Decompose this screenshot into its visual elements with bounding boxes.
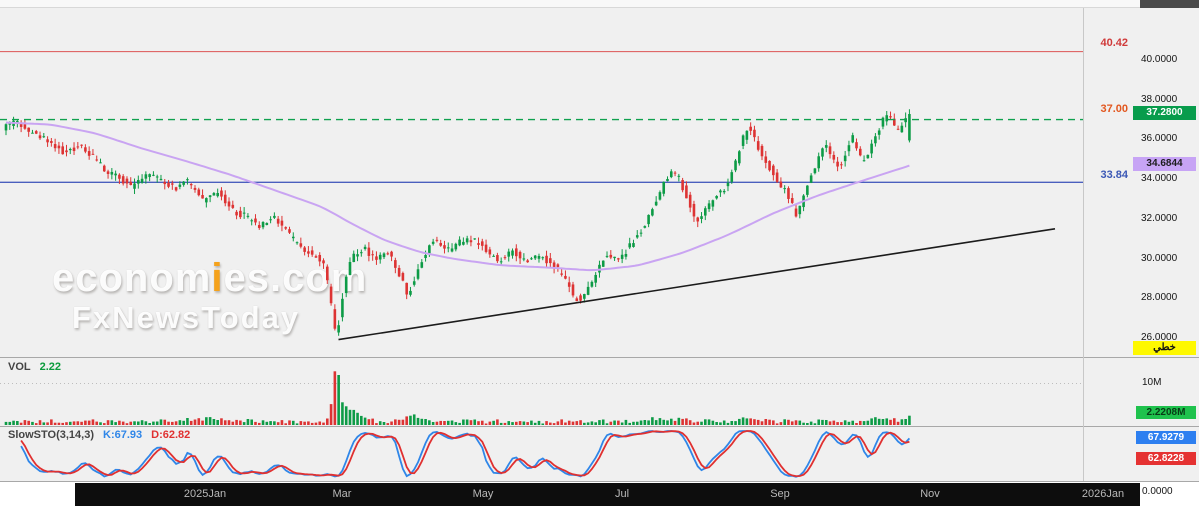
price-tick: 30.0000 [1141,252,1178,264]
zero-axis-tick: 0.0000 [1142,486,1173,497]
watermark-subbrand: FxNewsToday [72,299,301,335]
stoch-k-badge: 67.9279 [1136,431,1196,444]
stoch-d-badge: 62.8228 [1136,452,1196,465]
price-tick: 34.0000 [1141,173,1178,185]
time-tick: 2025Jan [183,488,227,500]
scale-mode-badge[interactable]: خطي [1133,341,1196,355]
watermark-brand: economies.com [52,256,368,300]
time-tick: Nov [920,488,940,500]
price-tick: 26.0000 [1141,331,1178,343]
stoch-indicator-label: SlowSTO(3,14,3) [8,429,94,441]
volume-value: 2.22 [39,361,62,373]
time-axis[interactable]: 2025Jan Mar May Jul Sep Nov 2026Jan [75,483,1140,506]
last-price-badge: 37.2800 [1133,106,1196,120]
top-corner [1140,0,1199,8]
volume-axis-tick: 10M [1142,377,1162,388]
time-tick: Sep [770,488,790,500]
price-tick: 36.0000 [1141,133,1178,145]
level-label-target: 37.00 [1100,103,1128,115]
price-tick: 38.0000 [1141,93,1178,105]
top-strip [0,0,1140,7]
price-axis[interactable]: 40.0000 38.0000 36.0000 34.0000 32.0000 30.00… [1139,0,1199,482]
ma-value-badge: 34.6844 [1133,157,1196,171]
volume-panel-label: VOL 2.22 [8,361,61,373]
price-tick: 32.0000 [1141,212,1178,224]
price-tick: 28.0000 [1141,292,1178,304]
time-tick: Mar [332,488,352,500]
price-tick: 40.0000 [1141,54,1178,65]
volume-label: VOL [8,361,31,373]
stoch-d-label: D:62.82 [151,429,191,441]
watermark: economies.com FxNewsToday [52,258,367,333]
watermark-accent-letter: i [211,256,224,300]
time-tick: 2026Jan [1081,488,1125,500]
time-tick: May [472,488,494,500]
level-label-resistance: 40.42 [1100,37,1128,49]
stoch-k-label: K:67.93 [103,429,143,441]
stochastic-panel-label: SlowSTO(3,14,3) K:67.93 D:62.82 [8,429,190,441]
level-label-support: 33.84 [1100,169,1128,181]
volume-value-badge: 2.2208M [1136,406,1196,419]
time-tick: Jul [614,488,630,500]
